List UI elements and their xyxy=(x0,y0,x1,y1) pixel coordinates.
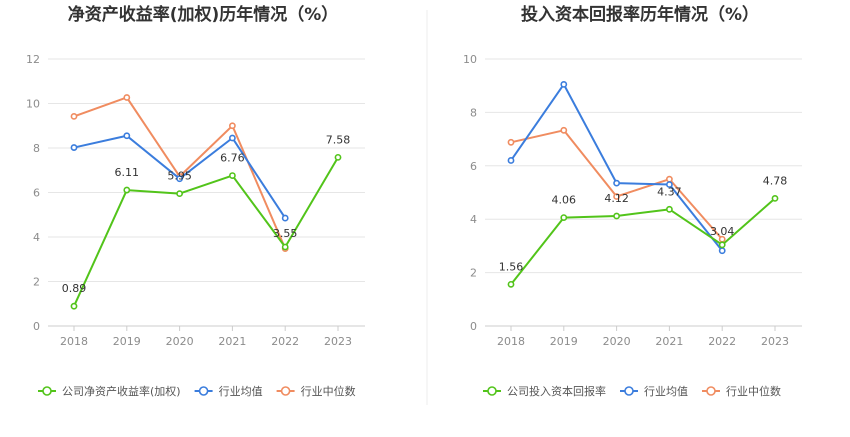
data-point-company xyxy=(281,243,289,251)
data-point-industry_median xyxy=(70,113,78,120)
y-tick-label: 6 xyxy=(33,187,40,200)
y-tick-label: 10 xyxy=(463,53,477,66)
data-point-industry_avg xyxy=(560,80,568,88)
data-label: 7.58 xyxy=(326,133,351,146)
data-point-company xyxy=(613,212,620,220)
data-point-industry_avg xyxy=(123,132,131,140)
data-label: 6.76 xyxy=(220,152,245,165)
legend-item-company: 公司净资产收益率(加权) xyxy=(38,384,181,398)
y-tick-label: 8 xyxy=(470,106,477,119)
data-point-industry_median xyxy=(560,126,568,134)
data-point-company xyxy=(666,205,673,213)
data-label: 1.56 xyxy=(499,260,524,273)
data-label: 5.95 xyxy=(167,170,192,183)
data-point-industry_avg xyxy=(281,214,289,222)
legend-item-company: 公司投入资本回报率 xyxy=(483,384,606,398)
legend-swatch-marker xyxy=(198,386,209,396)
y-tick-label: 0 xyxy=(470,320,477,333)
data-label: 6.11 xyxy=(115,166,140,179)
data-point-industry_avg xyxy=(718,247,726,255)
x-tick-label: 2019 xyxy=(550,335,578,348)
x-tick-label: 2022 xyxy=(271,335,299,348)
roic-chart-panel: 投入资本回报率历年情况（%） 0 2 4 6 8 10 2018 2019 2020 2021 202… xyxy=(463,4,802,398)
x-tick-label: 2018 xyxy=(497,335,525,348)
legend-swatch-marker xyxy=(706,386,716,396)
x-tick-label: 2019 xyxy=(113,335,141,348)
legend-label: 行业均值 xyxy=(644,385,688,398)
legend-swatch-marker xyxy=(624,386,634,396)
legend-label: 公司投入资本回报率 xyxy=(507,384,606,398)
legend-label: 行业中位数 xyxy=(301,384,356,398)
data-point-company xyxy=(176,190,183,198)
legend-item-industry_median: 行业中位数 xyxy=(276,384,356,398)
data-point-industry_avg xyxy=(70,144,78,151)
legend-label: 行业中位数 xyxy=(726,384,781,398)
data-point-company xyxy=(123,186,131,194)
data-label: 4.78 xyxy=(763,174,788,187)
y-tick-label: 2 xyxy=(33,276,40,289)
chart-title: 净资产收益率(加权)历年情况（%） xyxy=(68,4,339,25)
data-label: 4.06 xyxy=(552,194,577,207)
y-tick-label: 4 xyxy=(33,231,40,244)
y-tick-label: 6 xyxy=(470,160,477,173)
legend-item-industry_avg: 行业均值 xyxy=(620,385,688,398)
data-label: 0.89 xyxy=(62,282,87,295)
data-point-industry_median xyxy=(123,94,131,101)
x-tick-label: 2020 xyxy=(166,335,194,348)
data-point-industry_median xyxy=(507,138,515,146)
data-point-industry_median xyxy=(228,122,236,130)
data-point-industry_avg xyxy=(613,179,620,187)
data-label: 4.37 xyxy=(657,185,682,198)
legend-item-industry_median: 行业中位数 xyxy=(702,384,781,398)
x-tick-label: 2022 xyxy=(708,335,736,348)
data-point-industry_avg xyxy=(228,134,236,142)
data-point-company xyxy=(70,302,78,310)
x-tick-label: 2023 xyxy=(324,335,352,348)
roe-chart-panel: 净资产收益率(加权)历年情况（%） 0 2 4 6 8 10 12 2018 2019 2020 20… xyxy=(26,4,365,398)
data-point-industry_avg xyxy=(666,181,673,188)
series-line-industry_avg xyxy=(510,83,723,252)
data-point-company xyxy=(718,241,726,249)
legend-label: 公司净资产收益率(加权) xyxy=(62,384,181,398)
data-label: 3.04 xyxy=(710,225,735,238)
legend-item-industry_avg: 行业均值 xyxy=(194,385,263,398)
y-tick-label: 12 xyxy=(26,53,40,66)
y-tick-label: 8 xyxy=(33,142,40,155)
legend-swatch-marker xyxy=(42,386,52,396)
series-line-company xyxy=(73,156,339,307)
data-point-industry_avg xyxy=(176,175,183,183)
x-tick-label: 2020 xyxy=(603,335,631,348)
data-label: 3.55 xyxy=(273,227,298,240)
data-point-company xyxy=(228,172,236,179)
y-tick-label: 10 xyxy=(26,98,40,111)
y-tick-label: 0 xyxy=(33,320,40,333)
data-point-industry_median xyxy=(666,175,673,183)
x-tick-label: 2023 xyxy=(761,335,789,348)
data-point-company xyxy=(334,153,342,161)
data-label: 4.12 xyxy=(604,192,629,205)
x-tick-label: 2021 xyxy=(655,335,683,348)
y-tick-label: 2 xyxy=(470,267,477,280)
data-point-industry_median xyxy=(613,193,620,200)
data-point-company xyxy=(560,214,568,221)
chart-title: 投入资本回报率历年情况（%） xyxy=(521,4,759,25)
legend-swatch-marker xyxy=(280,386,291,396)
legend-label: 行业均值 xyxy=(219,385,263,398)
series-line-company xyxy=(510,197,776,285)
data-point-company xyxy=(507,280,515,288)
y-tick-label: 4 xyxy=(470,213,477,226)
data-point-company xyxy=(771,194,779,202)
legend-swatch-marker xyxy=(487,386,497,396)
x-tick-label: 2021 xyxy=(218,335,246,348)
x-tick-label: 2018 xyxy=(60,335,88,348)
data-point-industry_avg xyxy=(507,157,515,164)
